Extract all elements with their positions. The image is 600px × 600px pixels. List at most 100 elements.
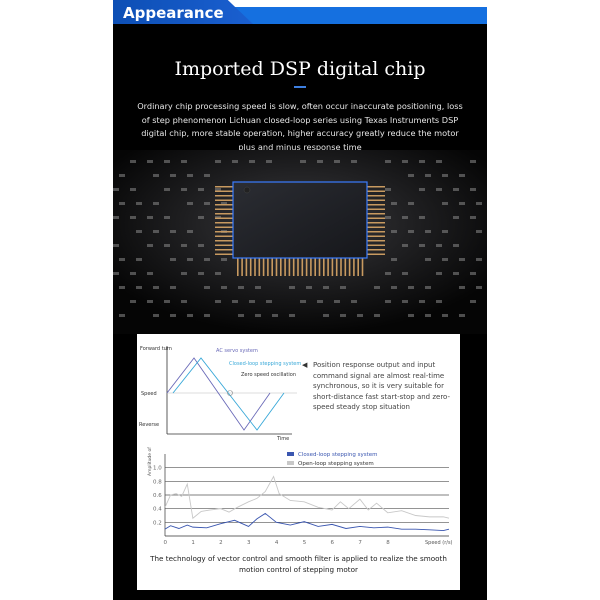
circuit-component [317, 160, 323, 163]
circuit-component [425, 286, 431, 289]
chip-pin [367, 195, 385, 197]
circuit-component [113, 272, 119, 275]
circuit-component [187, 202, 193, 205]
x-tick-label: 1 [191, 540, 195, 546]
circuit-component [130, 160, 136, 163]
circuit-component [402, 216, 408, 219]
circuit-component [385, 188, 391, 191]
chip-pin [297, 258, 299, 276]
chip-pin [215, 195, 233, 197]
circuit-component [187, 230, 193, 233]
chip-pin [215, 186, 233, 188]
circuit-component [130, 272, 136, 275]
section-title: Imported DSP digital chip [174, 58, 426, 80]
circuit-component [470, 272, 476, 275]
chip-pin [215, 240, 233, 242]
circuit-component [402, 244, 408, 247]
circuit-component [459, 174, 465, 177]
circuit-component [130, 300, 136, 303]
vibration-chart: 0.2 0.4 0.6 0.8 1.0 0 1 2 3 4 5 6 7 8 Closed-loop step… [147, 446, 453, 546]
circuit-component [391, 258, 397, 261]
circuit-component [351, 160, 357, 163]
circuit-component [255, 286, 261, 289]
label-ac-servo: AC servo system [216, 348, 258, 354]
circuit-component [340, 314, 346, 317]
circuit-component [408, 230, 414, 233]
circuit-component [453, 244, 459, 247]
chip-pin [215, 213, 233, 215]
circuit-component [113, 188, 119, 191]
section-description: Ordinary chip processing speed is slow, … [137, 101, 463, 152]
circuit-component [170, 286, 176, 289]
circuit-component [476, 230, 482, 233]
chip-pin [241, 258, 243, 276]
circuit-component [419, 188, 425, 191]
chip-pin [367, 186, 385, 188]
x-label-time: Time [276, 436, 289, 442]
circuit-component [436, 188, 442, 191]
chip-pin [215, 244, 233, 246]
circuit-component [442, 202, 448, 205]
open-loop-line [164, 475, 450, 520]
circuit-component [198, 216, 204, 219]
chip-pin [357, 258, 359, 276]
circuit-component [215, 272, 221, 275]
circuit-component [119, 202, 125, 205]
chip-pin [367, 226, 385, 228]
circuit-component [408, 174, 414, 177]
circuit-component [459, 258, 465, 261]
chart-caption: The technology of vector control and smo… [150, 554, 447, 574]
chip-pin [367, 240, 385, 242]
x-tick-label: 8 [386, 540, 390, 546]
circuit-component [385, 300, 391, 303]
chip-pin [258, 258, 261, 276]
x-tick-label: 7 [358, 540, 362, 546]
chip-pin [323, 258, 325, 276]
chip-pin [367, 217, 385, 219]
circuit-component [147, 244, 153, 247]
pointer-arrow-icon: ◀ [302, 361, 308, 369]
circuit-component [385, 272, 391, 275]
chip-pin [215, 249, 233, 251]
closed-loop-line [172, 357, 285, 431]
chip-pin [215, 199, 233, 201]
circuit-component [323, 286, 329, 289]
circuit-component [442, 314, 448, 317]
circuit-component [436, 272, 442, 275]
circuit-component [170, 230, 176, 233]
x-axis-label: Speed (r/s) [425, 540, 453, 546]
chip-pin [367, 231, 385, 233]
chip-pin [361, 258, 364, 276]
circuit-component [119, 258, 125, 261]
circuit-component [300, 300, 306, 303]
circuit-component [136, 258, 142, 261]
circuit-component [136, 202, 142, 205]
circuit-component [351, 300, 357, 303]
circuit-component [198, 272, 204, 275]
y-tick-label: 0.4 [153, 507, 162, 513]
circuit-component [402, 160, 408, 163]
circuit-component [306, 286, 312, 289]
chip-pin [340, 258, 342, 276]
circuit-component [187, 314, 193, 317]
circuit-component [232, 300, 238, 303]
circuit-component [476, 258, 482, 261]
chip-pin [275, 258, 278, 276]
circuit-component [232, 160, 238, 163]
chip-pin [353, 258, 355, 276]
circuit-component [408, 286, 414, 289]
circuit-component [402, 272, 408, 275]
title-divider [294, 86, 306, 88]
circuit-component [198, 244, 204, 247]
closed-loop-line [164, 512, 450, 531]
y-tick-label: 0.8 [153, 479, 162, 485]
dsp-chip-image [113, 150, 487, 334]
circuit-component [374, 286, 380, 289]
zero-oscillation-marker [227, 390, 233, 396]
circuit-component [187, 174, 193, 177]
chip-pin [367, 190, 385, 192]
circuit-component [153, 202, 159, 205]
chip-pin [367, 208, 385, 210]
circuit-component [459, 202, 465, 205]
circuit-component [113, 216, 119, 219]
